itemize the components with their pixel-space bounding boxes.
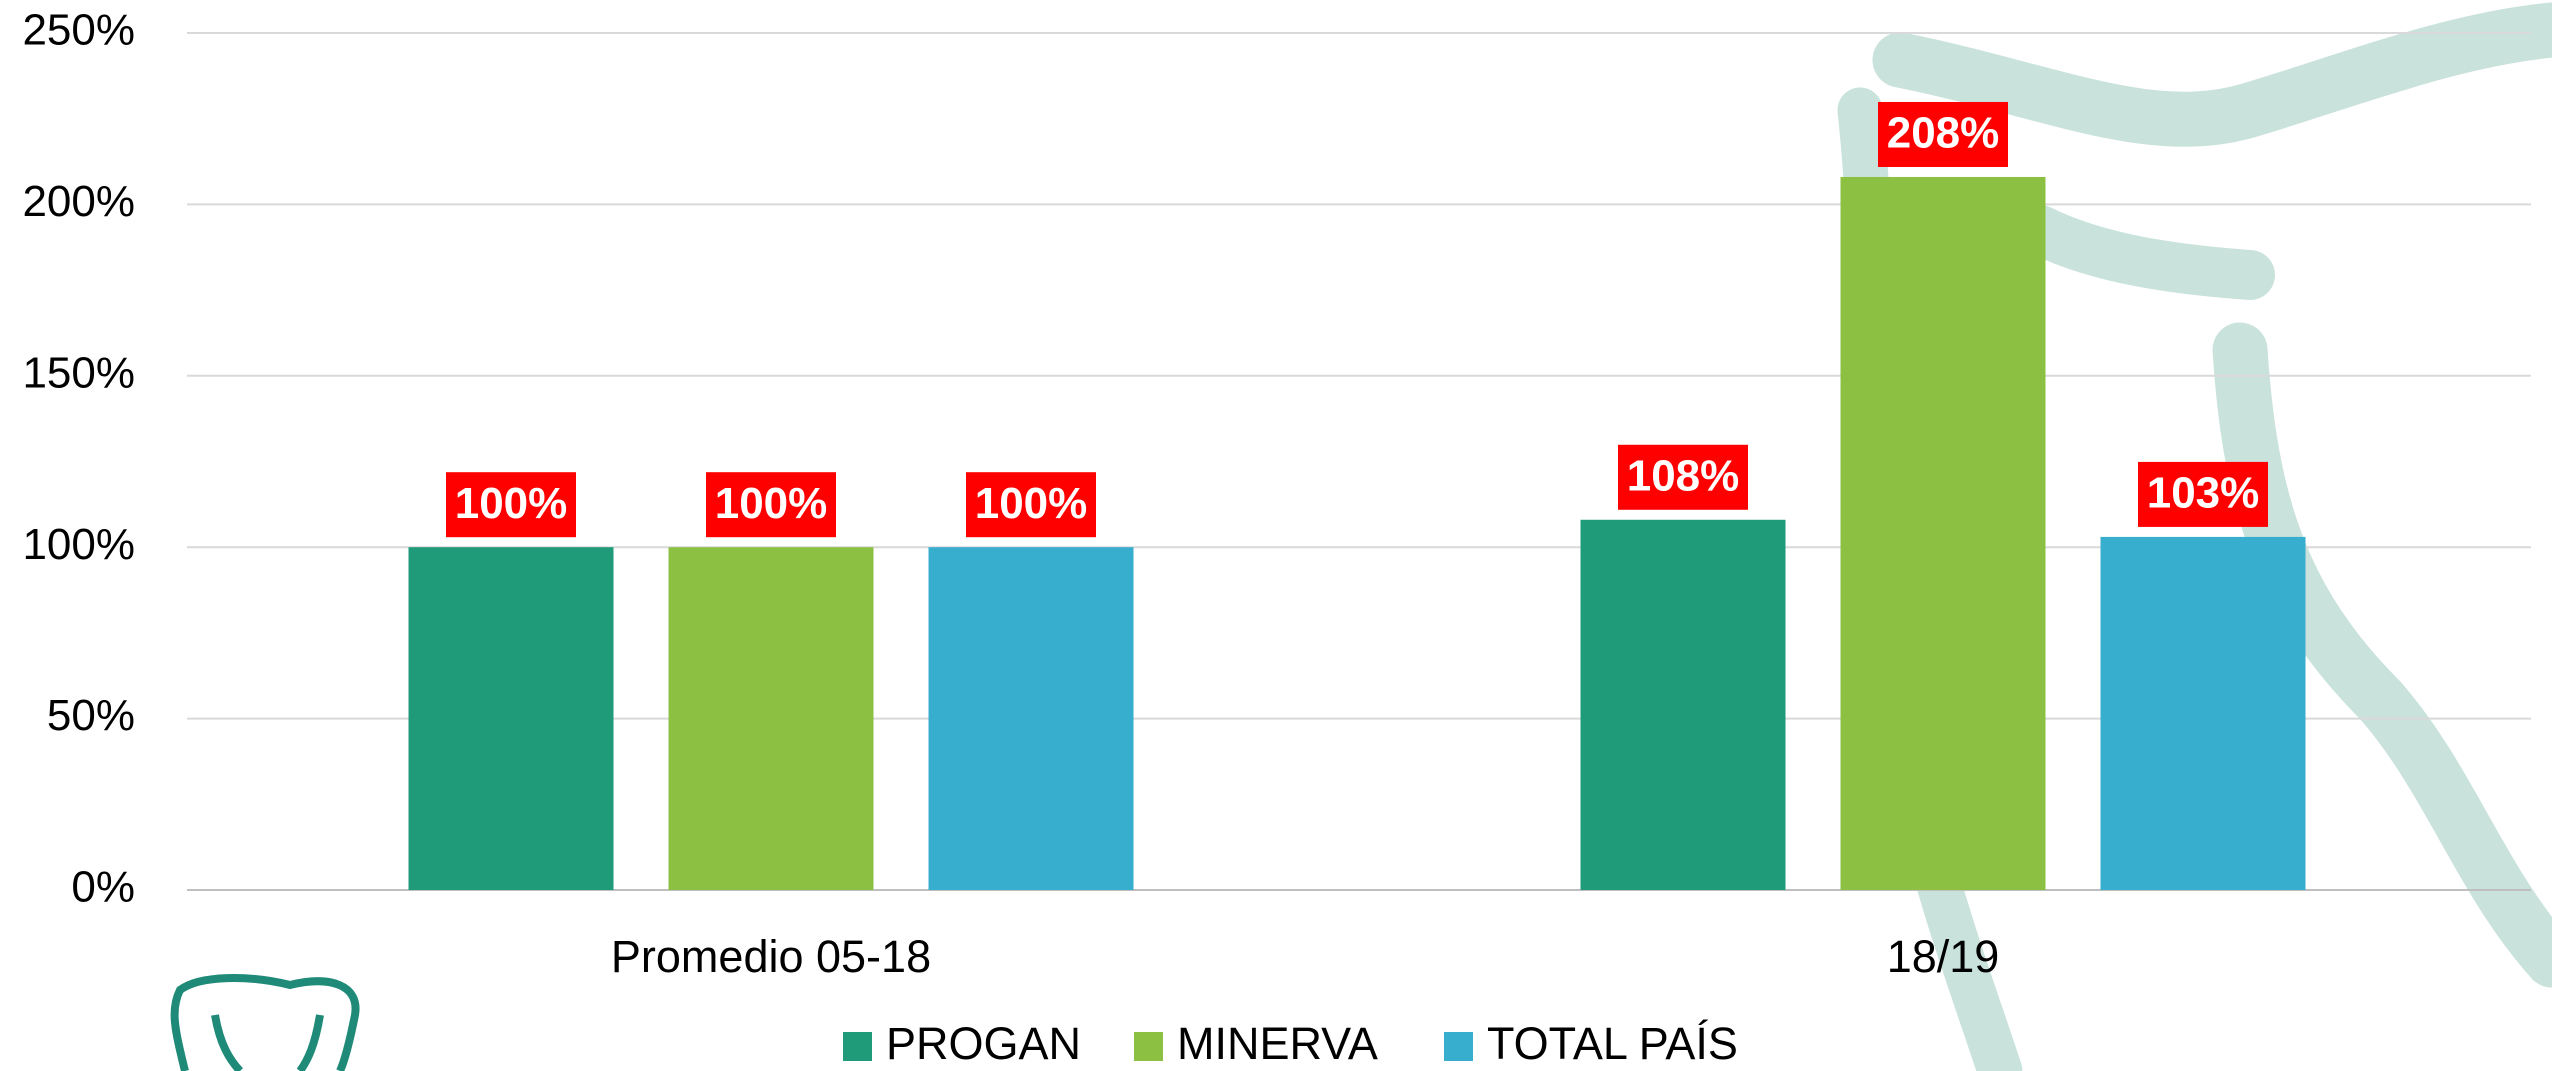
value-label: 100% xyxy=(715,479,828,528)
value-label-box xyxy=(446,472,576,538)
value-label: 208% xyxy=(1887,109,2000,158)
y-tick-label: 50% xyxy=(47,691,135,740)
y-tick-label: 0% xyxy=(71,863,135,912)
bar xyxy=(668,547,874,890)
value-label: 100% xyxy=(975,479,1088,528)
value-label: 108% xyxy=(1627,451,1740,500)
y-tick-label: 150% xyxy=(22,348,135,397)
value-label: 103% xyxy=(2147,469,2260,518)
y-tick-label: 250% xyxy=(22,6,135,55)
bar xyxy=(928,547,1134,890)
bar xyxy=(408,547,614,890)
legend-swatch xyxy=(1134,1032,1163,1061)
bar xyxy=(1840,176,2046,890)
value-label-box xyxy=(1618,444,1748,510)
y-tick-label: 100% xyxy=(22,520,135,569)
value-label-box xyxy=(2138,461,2268,527)
x-tick-label: 18/19 xyxy=(1887,931,2000,982)
legend-label: PROGAN xyxy=(886,1018,1081,1069)
legend-label: MINERVA xyxy=(1177,1018,1378,1069)
logo xyxy=(170,974,360,1071)
value-label-box xyxy=(1878,101,2008,167)
legend: PROGAN MINERVA TOTAL PAÍS xyxy=(843,1018,1738,1069)
x-tick-label: Promedio 05-18 xyxy=(611,931,931,982)
legend-swatch xyxy=(843,1032,872,1061)
value-label-box xyxy=(966,472,1096,538)
legend-label: TOTAL PAÍS xyxy=(1487,1018,1738,1069)
value-label: 100% xyxy=(455,479,568,528)
y-tick-label: 200% xyxy=(22,177,135,226)
bar xyxy=(1580,519,1786,890)
bar xyxy=(2100,536,2306,890)
legend-swatch xyxy=(1444,1032,1473,1061)
value-label-box xyxy=(706,472,836,538)
bars: Promedio 05-18 100% 100% 100% 18/19 108% 208% 1… xyxy=(408,101,2306,982)
